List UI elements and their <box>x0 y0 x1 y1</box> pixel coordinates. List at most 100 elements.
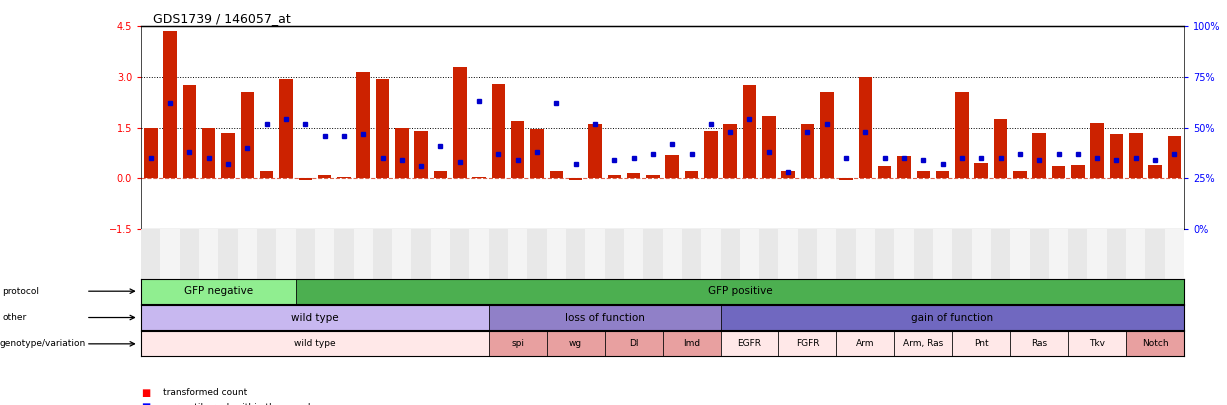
Bar <box>280 79 293 178</box>
Bar <box>1087 229 1107 304</box>
Text: loss of function: loss of function <box>564 313 644 322</box>
Bar <box>724 124 737 178</box>
Bar <box>450 229 470 304</box>
Bar <box>1014 171 1027 178</box>
Bar <box>933 229 952 304</box>
Text: other: other <box>2 313 27 322</box>
Text: Arm: Arm <box>856 339 875 348</box>
Bar <box>472 177 486 178</box>
Bar <box>183 85 196 178</box>
Bar <box>663 331 720 356</box>
Bar <box>972 229 991 304</box>
Bar <box>141 279 296 304</box>
Bar <box>837 229 855 304</box>
Bar <box>742 85 756 178</box>
Text: gain of function: gain of function <box>912 313 994 322</box>
Bar <box>141 331 488 356</box>
Text: wild type: wild type <box>291 313 339 322</box>
Bar <box>318 175 331 178</box>
Bar <box>141 229 161 304</box>
Bar <box>974 163 988 178</box>
Bar <box>566 229 585 304</box>
Bar <box>1029 229 1049 304</box>
Text: percentile rank within the sample: percentile rank within the sample <box>163 403 317 405</box>
Bar <box>778 331 837 356</box>
Bar <box>855 229 875 304</box>
Text: GDS1739 / 146057_at: GDS1739 / 146057_at <box>153 12 291 25</box>
Text: Dl: Dl <box>629 339 638 348</box>
Bar <box>1091 122 1104 178</box>
Bar <box>375 79 389 178</box>
Bar <box>1069 331 1126 356</box>
Bar <box>240 92 254 178</box>
Bar <box>607 175 621 178</box>
Bar <box>627 173 640 178</box>
Bar <box>643 229 663 304</box>
Bar <box>179 229 199 304</box>
Bar <box>353 229 373 304</box>
Bar <box>605 229 625 304</box>
Bar <box>1069 229 1087 304</box>
Bar <box>740 229 760 304</box>
Bar <box>433 171 447 178</box>
Bar <box>665 155 679 178</box>
Bar <box>508 229 528 304</box>
Text: EGFR: EGFR <box>737 339 762 348</box>
Bar <box>530 129 544 178</box>
Text: transformed count: transformed count <box>163 388 248 397</box>
Bar <box>547 331 605 356</box>
Bar <box>762 116 775 178</box>
Text: Imd: Imd <box>683 339 701 348</box>
Text: Ras: Ras <box>1031 339 1048 348</box>
Bar <box>260 171 274 178</box>
Bar <box>701 229 720 304</box>
Bar <box>952 229 972 304</box>
Bar <box>163 32 177 178</box>
Bar <box>897 156 910 178</box>
Text: protocol: protocol <box>2 287 39 296</box>
Bar <box>1010 331 1069 356</box>
Bar <box>453 67 466 178</box>
Bar <box>798 229 817 304</box>
Bar <box>1052 166 1065 178</box>
Bar <box>1032 133 1045 178</box>
Bar <box>218 229 238 304</box>
Bar <box>936 171 950 178</box>
Bar <box>914 229 933 304</box>
Text: GFP positive: GFP positive <box>708 286 772 296</box>
Bar <box>720 305 1184 330</box>
Bar <box>605 331 663 356</box>
Bar <box>1164 229 1184 304</box>
Text: GFP negative: GFP negative <box>184 286 253 296</box>
Bar <box>952 331 1010 356</box>
Bar <box>161 229 179 304</box>
Text: Tkv: Tkv <box>1090 339 1106 348</box>
Bar <box>801 124 815 178</box>
Bar <box>994 119 1007 178</box>
Bar <box>470 229 488 304</box>
Bar <box>839 178 853 180</box>
Bar <box>778 229 798 304</box>
Text: Arm, Ras: Arm, Ras <box>903 339 944 348</box>
Bar <box>357 72 371 178</box>
Bar <box>782 171 795 178</box>
Bar <box>276 229 296 304</box>
Bar <box>373 229 393 304</box>
Bar <box>315 229 334 304</box>
Text: genotype/variation: genotype/variation <box>0 339 86 348</box>
Bar <box>1168 136 1182 178</box>
Bar <box>1129 133 1142 178</box>
Bar <box>488 229 508 304</box>
Bar <box>298 178 312 180</box>
Text: wg: wg <box>569 339 583 348</box>
Bar <box>334 229 353 304</box>
Bar <box>488 331 547 356</box>
Bar <box>1049 229 1069 304</box>
Bar <box>1071 165 1085 178</box>
Bar <box>488 305 720 330</box>
Bar <box>199 229 218 304</box>
Bar <box>682 229 701 304</box>
Bar <box>221 133 234 178</box>
Bar <box>720 229 740 304</box>
Bar <box>647 175 660 178</box>
